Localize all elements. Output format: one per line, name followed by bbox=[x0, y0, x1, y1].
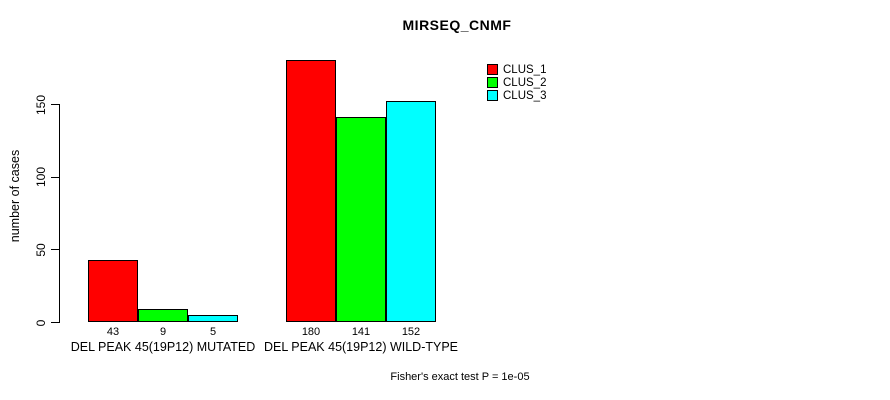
legend-swatch-icon bbox=[487, 77, 498, 88]
category-label: DEL PEAK 45(19P12) WILD-TYPE bbox=[263, 340, 459, 354]
y-axis-title: number of cases bbox=[8, 149, 22, 243]
legend-item-clus_2: CLUS_2 bbox=[487, 76, 546, 89]
y-axis-line bbox=[59, 104, 60, 323]
bar-value-label: 152 bbox=[401, 326, 421, 338]
bar-value-label: 141 bbox=[351, 326, 371, 338]
y-axis-tick-label: 50 bbox=[34, 243, 48, 257]
bar-clus_1-group1 bbox=[88, 259, 138, 322]
bar-clus_3-group1 bbox=[188, 314, 238, 322]
category-label: DEL PEAK 45(19P12) MUTATED bbox=[70, 340, 256, 354]
legend-label: CLUS_3 bbox=[503, 89, 547, 102]
bar-clus_1-group2 bbox=[286, 60, 336, 322]
y-axis-tick-label: 100 bbox=[34, 167, 48, 188]
bar-clus_2-group2 bbox=[336, 117, 386, 322]
bar-value-label: 9 bbox=[159, 326, 167, 338]
stat-annotation: Fisher's exact test P = 1e-05 bbox=[390, 371, 530, 383]
bar-value-label: 5 bbox=[209, 326, 217, 338]
y-axis-tick-label: 150 bbox=[34, 94, 48, 115]
bar-clus_2-group1 bbox=[138, 308, 188, 322]
legend-swatch-icon bbox=[487, 64, 498, 75]
bar-value-label: 43 bbox=[106, 326, 120, 338]
y-axis-tick bbox=[51, 104, 59, 105]
bar-clus_3-group2 bbox=[386, 101, 436, 322]
chart-title: MIRSEQ_CNMF bbox=[402, 17, 512, 33]
legend: CLUS_1 CLUS_2 CLUS_3 bbox=[487, 63, 546, 102]
legend-swatch-icon bbox=[487, 90, 498, 101]
legend-item-clus_3: CLUS_3 bbox=[487, 89, 546, 102]
legend-label: CLUS_2 bbox=[503, 76, 547, 89]
y-axis-tick-label: 0 bbox=[34, 319, 48, 326]
y-axis-tick bbox=[51, 249, 59, 251]
legend-item-clus_1: CLUS_1 bbox=[487, 63, 546, 76]
legend-label: CLUS_1 bbox=[503, 63, 547, 76]
y-axis-tick bbox=[51, 176, 59, 178]
y-axis-tick bbox=[51, 322, 59, 323]
bar-value-label: 180 bbox=[301, 326, 321, 338]
